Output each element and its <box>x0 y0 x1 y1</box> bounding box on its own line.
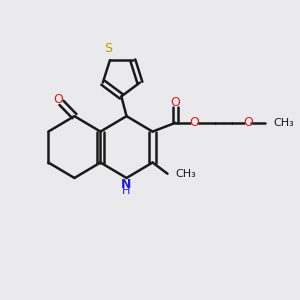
Text: O: O <box>189 116 199 129</box>
Text: CH₃: CH₃ <box>274 118 294 128</box>
Text: CH₃: CH₃ <box>176 169 196 179</box>
Text: O: O <box>243 116 253 129</box>
Text: O: O <box>53 93 63 106</box>
Text: H: H <box>122 186 131 196</box>
Text: O: O <box>171 96 180 109</box>
Text: N: N <box>121 178 132 191</box>
Text: S: S <box>104 42 112 55</box>
